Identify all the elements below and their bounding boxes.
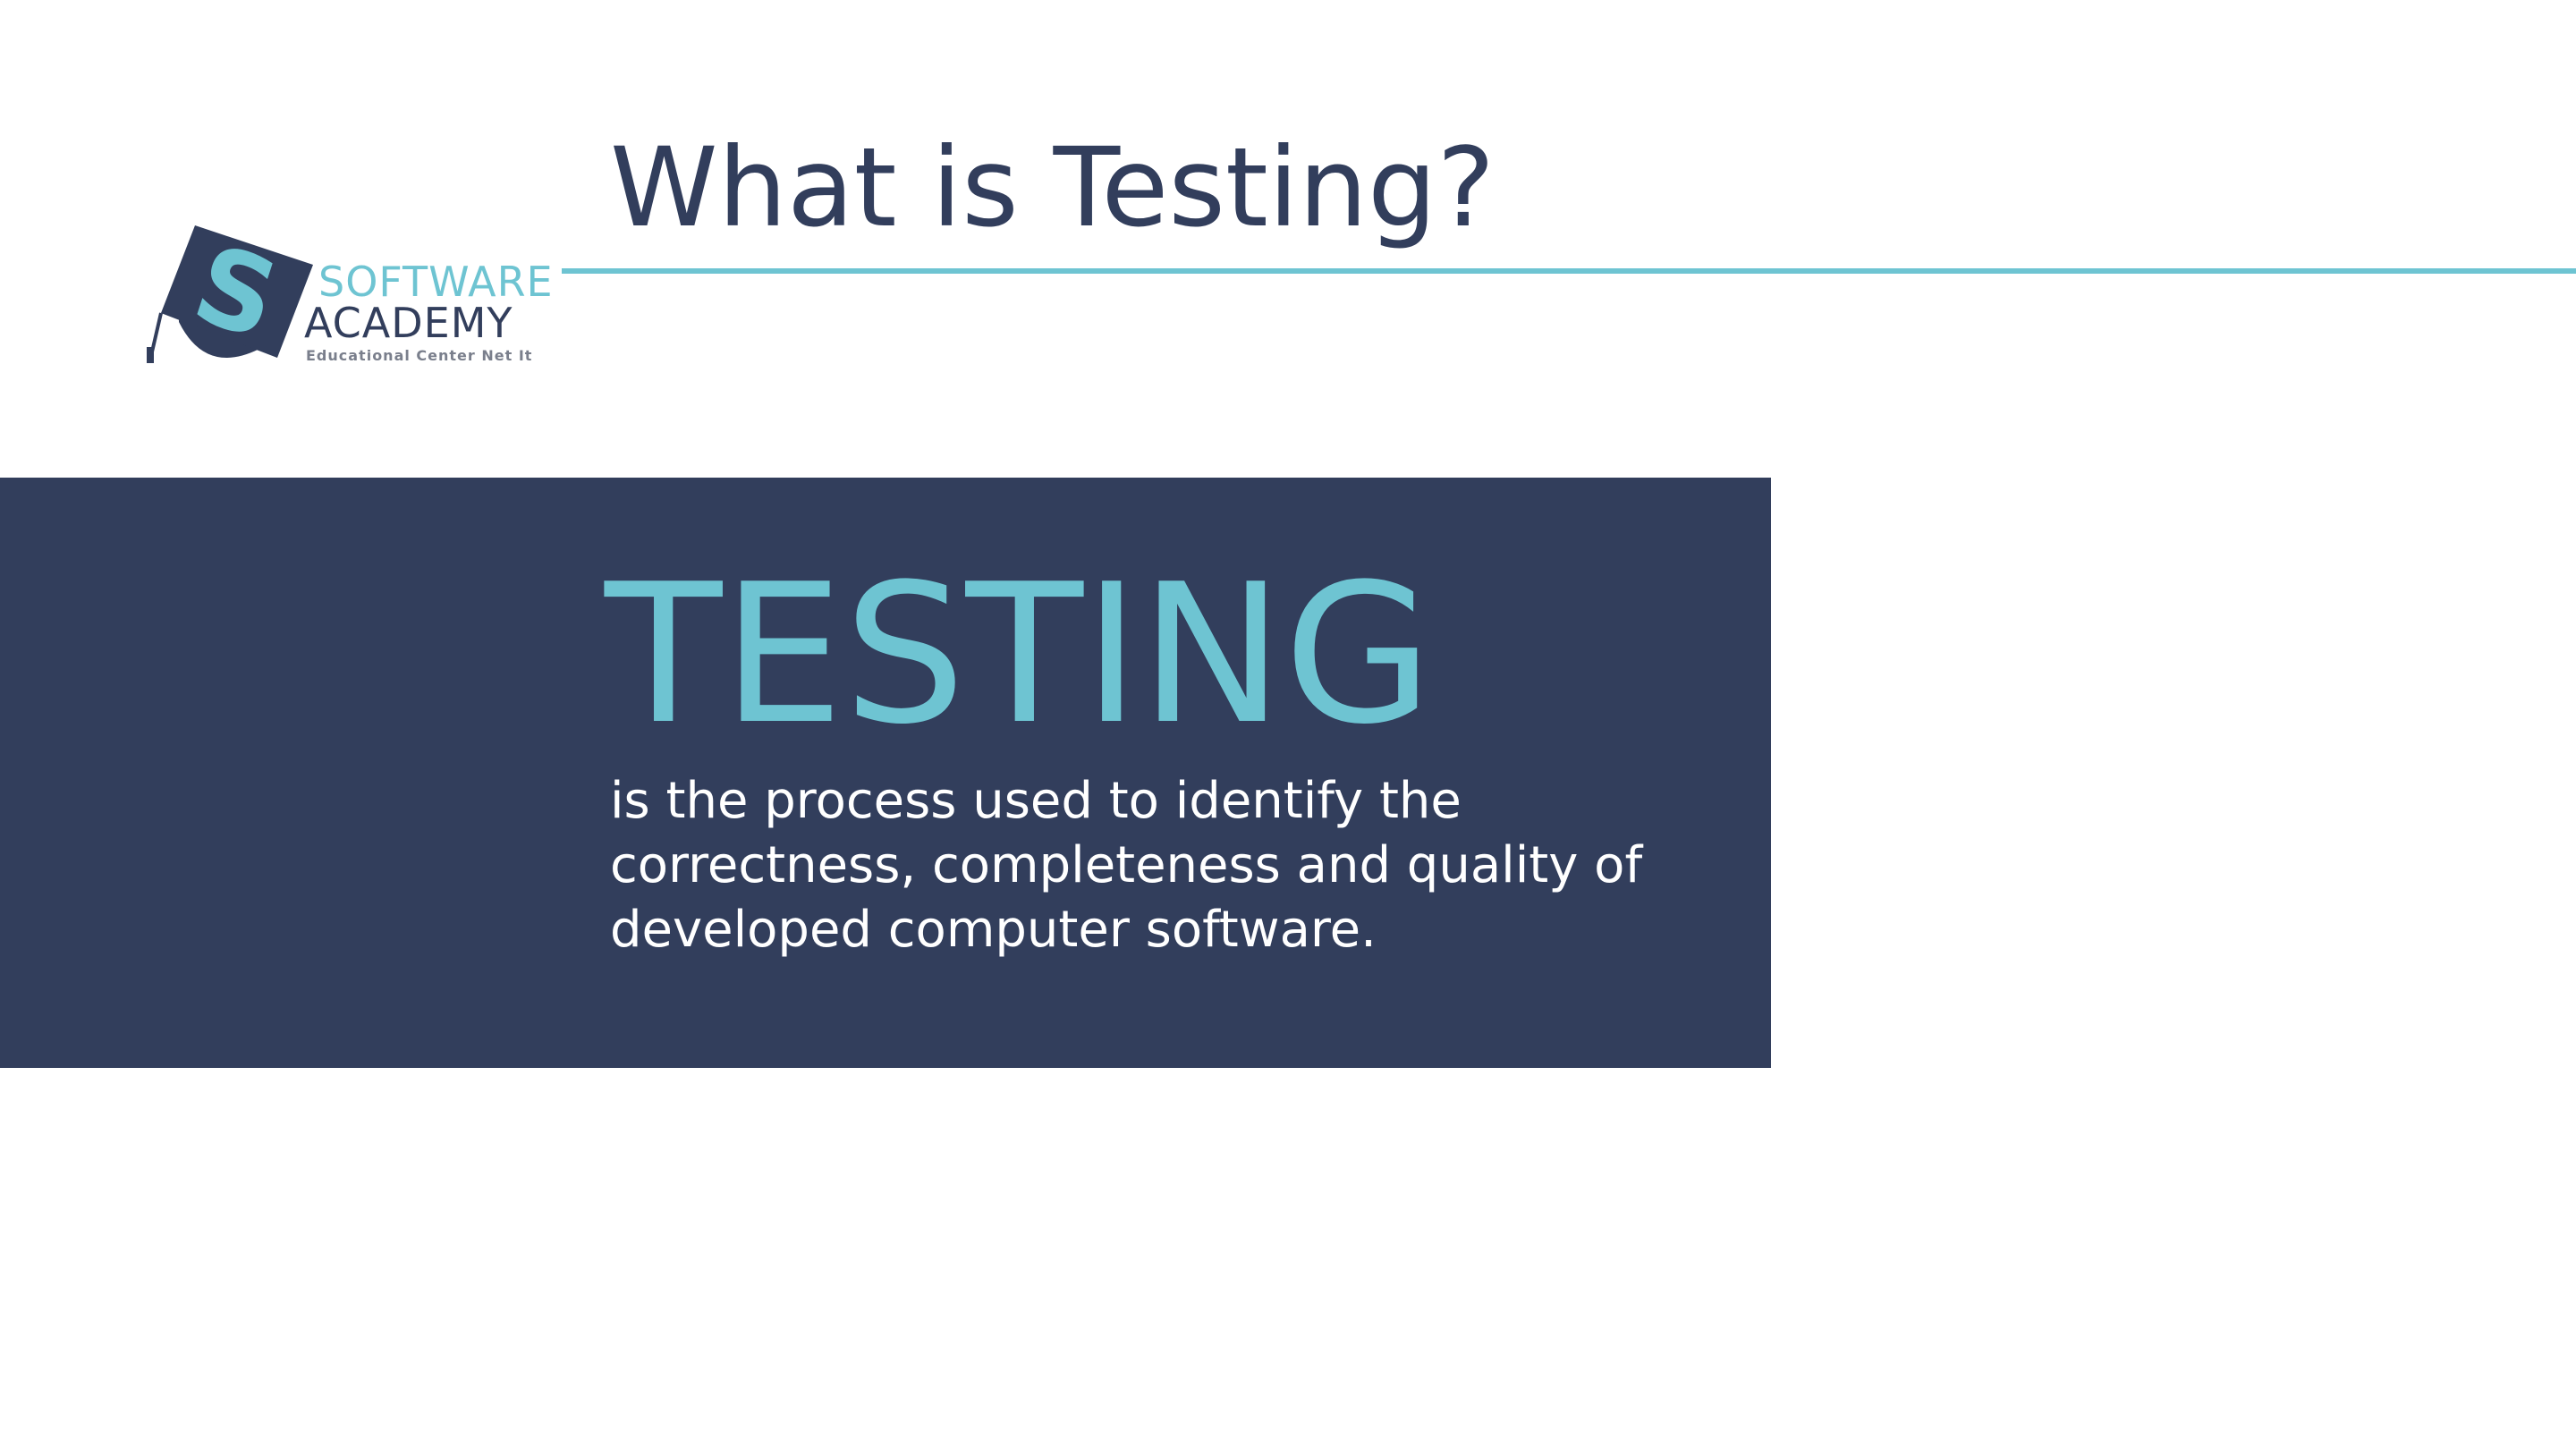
slide-title: What is Testing? (610, 124, 1496, 251)
logo-text-software: SOFTWARE (318, 258, 554, 306)
panel-definition: is the process used to identify the corr… (610, 772, 1643, 959)
company-logo: S SOFTWARE ACADEMY Educational Center Ne… (143, 224, 572, 376)
panel-headline: TESTING (605, 542, 1433, 767)
logo-text-academy: ACADEMY (304, 299, 513, 347)
definition-panel: TESTING is the process used to identify … (0, 478, 1771, 1068)
graduation-cap-icon: S (147, 224, 313, 364)
title-underline (562, 268, 2576, 274)
logo-tagline: Educational Center Net It (306, 347, 533, 364)
